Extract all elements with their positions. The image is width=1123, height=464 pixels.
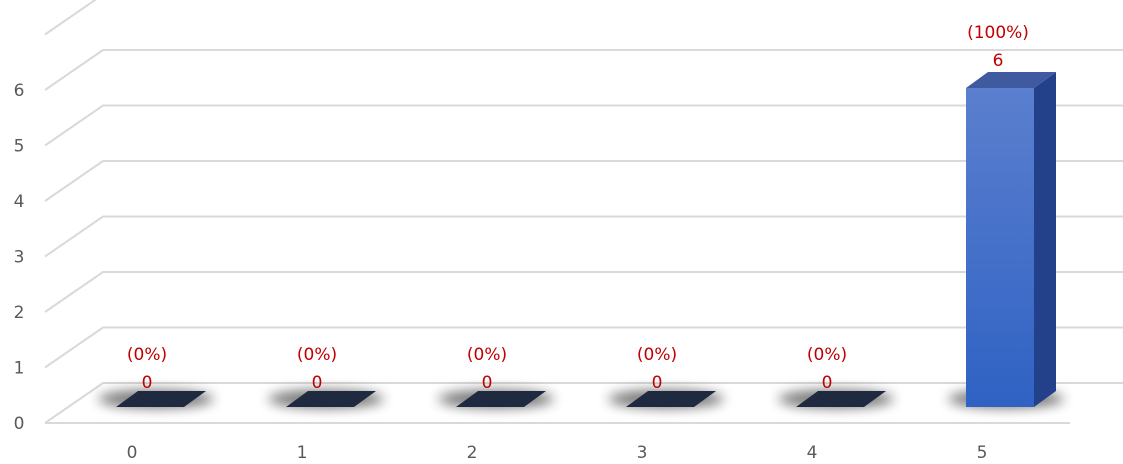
y-tick-label: 2: [14, 303, 25, 323]
x-tick-label: 5: [977, 443, 988, 463]
gridline: [44, 160, 1123, 202]
gridline: [44, 215, 1123, 258]
x-tick-label: 4: [807, 443, 818, 463]
gridline: [44, 0, 97, 36]
labels: 0 1 2 3 4 5 6 (0%) 0 0 (0%) 0 1 (0%) 0 2 (0%) 0 3 (0%) 0 4 (10…: [14, 23, 1029, 463]
data-label-value: 0: [652, 373, 663, 393]
bar-side: [1034, 72, 1056, 407]
data-label-percent: (0%): [467, 345, 507, 365]
data-label-value: 6: [993, 51, 1004, 71]
gridlines: [44, 0, 1123, 424]
bars: [116, 72, 1056, 407]
data-label-percent: (0%): [807, 345, 847, 365]
data-label-percent: (0%): [297, 345, 337, 365]
x-tick-label: 0: [127, 443, 138, 463]
bar: [796, 391, 886, 407]
x-tick-label: 3: [637, 443, 648, 463]
data-label-percent: (0%): [637, 345, 677, 365]
x-tick-label: 2: [467, 443, 478, 463]
y-tick-label: 3: [14, 248, 25, 268]
gridline: [44, 271, 1123, 313]
bar: [456, 391, 546, 407]
gridline: [44, 49, 1123, 91]
data-label-value: 0: [312, 373, 323, 393]
data-label-percent: (0%): [127, 345, 167, 365]
y-tick-label: 0: [14, 414, 25, 434]
x-tick-label: 1: [297, 443, 308, 463]
bar: [286, 391, 376, 407]
gridline: [44, 382, 1123, 424]
bar: [626, 391, 716, 407]
y-tick-label: 5: [14, 137, 25, 157]
bar-top: [966, 72, 1056, 88]
gridline: [44, 326, 1123, 369]
y-tick-label: 4: [14, 192, 25, 212]
bar-shadows: [98, 390, 1064, 408]
y-tick-label: 1: [14, 359, 25, 379]
y-tick-label: 6: [14, 81, 25, 101]
bar: [966, 88, 1034, 407]
gridline: [44, 104, 1123, 147]
data-label-value: 0: [482, 373, 493, 393]
data-label-value: 0: [142, 373, 153, 393]
data-label-value: 0: [822, 373, 833, 393]
data-label-percent: (100%): [967, 23, 1029, 43]
bar: [116, 391, 206, 407]
